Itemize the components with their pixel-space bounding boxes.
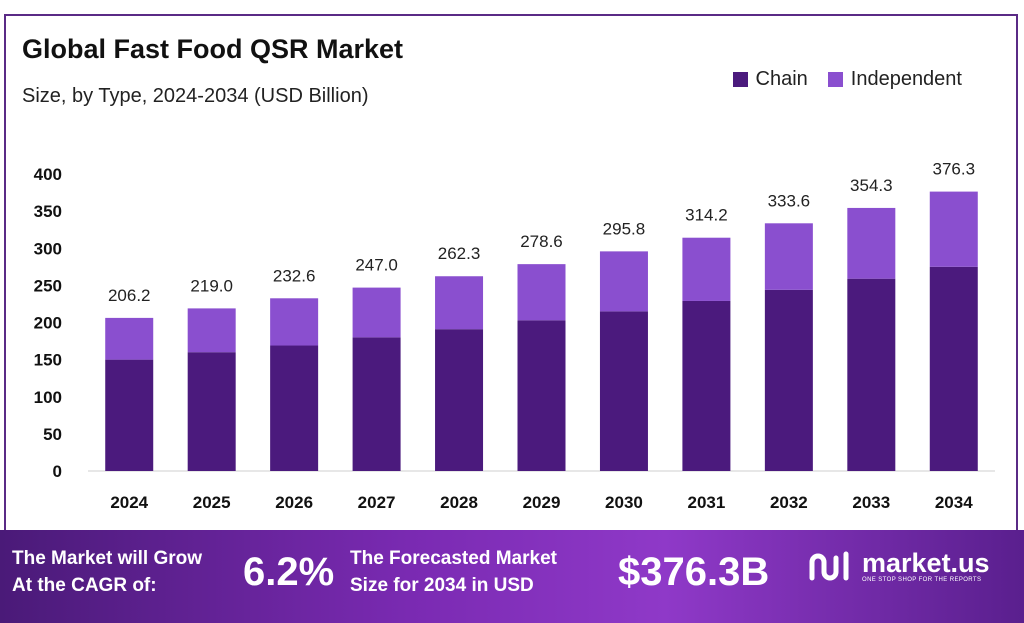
legend-label-independent: Independent	[850, 68, 962, 90]
bar-total-label: 247.0	[355, 256, 398, 275]
bar-chain-2034	[929, 266, 978, 471]
bar-chain-2024	[105, 359, 154, 471]
cagr-caption: The Market will Grow At the CAGR of:	[12, 545, 202, 599]
bar-independent-2031	[682, 237, 731, 301]
legend-item-independent: Independent	[827, 68, 962, 91]
bar-independent-2026	[270, 298, 319, 346]
legend-swatch-independent	[827, 72, 843, 87]
bar-chain-2027	[352, 337, 401, 471]
bar-independent-2034	[929, 191, 978, 267]
cagr-value: 6.2%	[243, 550, 335, 594]
bar-chart: 0 50 100 150 200 250 300 350 400 206.2 2024 219.0 20…	[34, 160, 995, 512]
bar-chain-2026	[270, 345, 319, 471]
x-tick-label: 2034	[935, 493, 973, 512]
bar-total-label: 278.6	[520, 232, 563, 251]
brand-name: market.us	[862, 548, 990, 578]
bar-chain-2025	[187, 352, 236, 471]
y-tick-label: 250	[34, 276, 62, 295]
bar-total-label: 206.2	[108, 286, 151, 305]
bar-total-label: 219.0	[190, 276, 233, 295]
bar-total-label: 314.2	[685, 206, 728, 225]
bar-chain-2032	[764, 289, 813, 471]
y-tick-label: 100	[34, 388, 62, 407]
legend-label-chain: Chain	[755, 68, 808, 90]
cagr-caption-line2: At the CAGR of:	[12, 575, 157, 596]
legend-swatch-chain	[732, 72, 748, 87]
bar-independent-2029	[517, 264, 566, 321]
bar-chain-2028	[435, 329, 484, 471]
forecast-value: $376.3B	[618, 550, 770, 594]
forecast-caption: The Forecasted Market Size for 2034 in U…	[350, 545, 557, 599]
market-us-logo-icon	[809, 551, 849, 581]
bar-independent-2028	[435, 276, 484, 330]
legend: Chain Independent	[732, 68, 962, 91]
bar-total-label: 333.6	[768, 191, 811, 210]
bar-independent-2025	[187, 308, 236, 353]
bar-independent-2033	[847, 207, 896, 279]
x-tick-label: 2033	[852, 493, 890, 512]
bar-independent-2030	[599, 251, 648, 312]
x-tick-label: 2028	[440, 493, 478, 512]
y-tick-label: 300	[34, 239, 62, 258]
y-tick-label: 150	[34, 351, 62, 370]
bar-chain-2030	[599, 311, 648, 471]
chart-subtitle: Size, by Type, 2024-2034 (USD Billion)	[22, 85, 369, 107]
cagr-caption-line1: The Market will Grow	[12, 548, 203, 569]
x-tick-label: 2032	[770, 493, 808, 512]
bar-total-label: 354.3	[850, 176, 893, 195]
x-tick-label: 2024	[110, 493, 148, 512]
bar-total-label: 295.8	[603, 219, 646, 238]
bar-chain-2029	[517, 320, 566, 471]
bar-total-label: 232.6	[273, 266, 316, 285]
x-tick-label: 2025	[193, 493, 231, 512]
bar-independent-2027	[352, 287, 401, 338]
x-tick-label: 2026	[275, 493, 313, 512]
y-tick-label: 350	[34, 202, 62, 221]
bar-total-label: 262.3	[438, 244, 481, 263]
brand-tagline: ONE STOP SHOP FOR THE REPORTS	[862, 577, 982, 583]
x-tick-label: 2030	[605, 493, 643, 512]
legend-item-chain: Chain	[732, 68, 808, 91]
y-tick-label: 50	[43, 425, 62, 444]
bar-total-label: 376.3	[932, 160, 975, 179]
brand-logo: market.us ONE STOP SHOP FOR THE REPORTS	[808, 548, 990, 584]
chart-title: Global Fast Food QSR Market	[22, 34, 404, 64]
y-tick-label: 200	[34, 314, 62, 333]
bar-chain-2033	[847, 278, 896, 471]
y-tick-label: 0	[53, 462, 62, 481]
footer-banner: The Market will Grow At the CAGR of: 6.2…	[0, 530, 1024, 623]
bar-chain-2031	[682, 300, 731, 471]
forecast-caption-line2: Size for 2034 in USD	[350, 575, 534, 596]
y-tick-label: 400	[34, 165, 62, 184]
x-tick-label: 2031	[687, 493, 725, 512]
x-tick-label: 2029	[523, 493, 561, 512]
bar-independent-2032	[764, 223, 813, 290]
x-tick-label: 2027	[358, 493, 396, 512]
bar-independent-2024	[105, 317, 154, 360]
forecast-caption-line1: The Forecasted Market	[350, 548, 557, 569]
